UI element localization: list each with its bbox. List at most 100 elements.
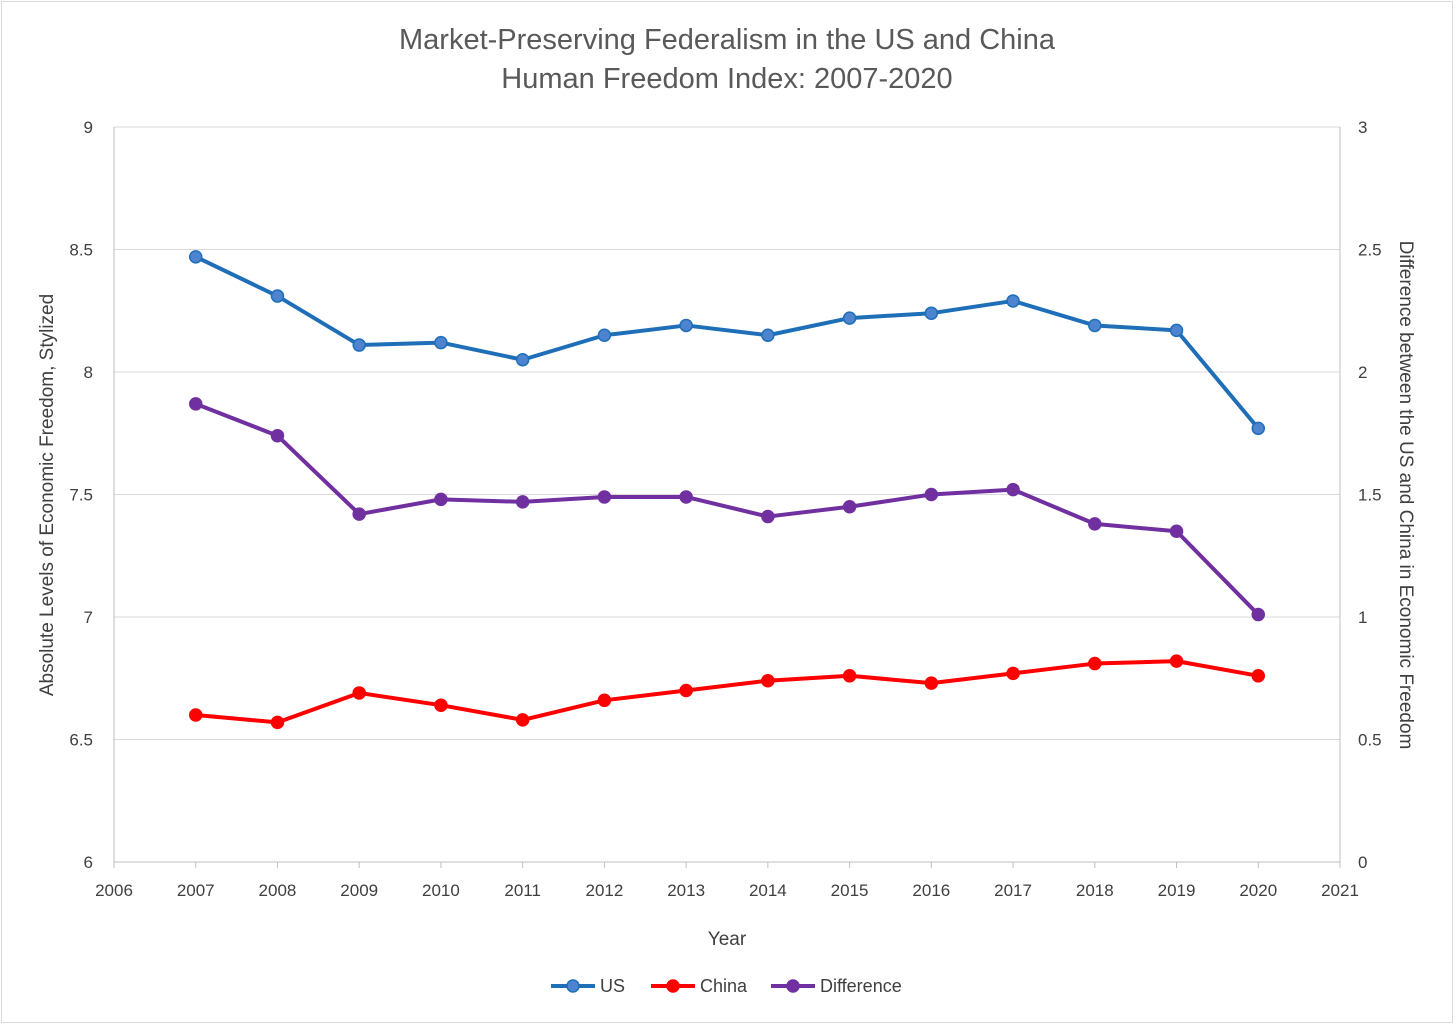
data-point-us — [1251, 421, 1266, 436]
data-point-difference — [1169, 524, 1184, 538]
x-tick-label: 2018 — [1076, 881, 1114, 900]
data-point-china — [597, 693, 612, 708]
x-tick-label: 2012 — [585, 881, 623, 900]
data-point-china — [842, 669, 857, 683]
legend-marker-difference — [786, 979, 800, 993]
data-point-us — [1088, 318, 1102, 333]
data-point-us — [352, 338, 366, 352]
x-tick-label: 2011 — [504, 881, 541, 900]
y-right-tick-label: 2 — [1358, 363, 1367, 382]
y-axis-right-title: Difference between the US and China in E… — [1395, 241, 1416, 750]
y-right-tick-label: 2.5 — [1358, 241, 1382, 260]
data-point-china — [1006, 666, 1020, 681]
data-point-china — [1169, 654, 1184, 668]
data-point-china — [924, 676, 939, 690]
data-point-us — [679, 318, 693, 333]
series-line-us — [193, 254, 1261, 431]
legend-marker-china — [666, 979, 680, 993]
data-point-us — [924, 306, 939, 320]
y-left-tick-label: 7 — [84, 608, 93, 627]
x-tick-label: 2017 — [994, 881, 1032, 900]
series-us — [188, 250, 1266, 436]
data-point-china — [679, 683, 693, 698]
legend-item-us: US — [551, 976, 625, 996]
y-right-tick-label: 1 — [1358, 608, 1367, 627]
x-tick-label: 2020 — [1239, 881, 1277, 900]
data-point-difference — [1251, 607, 1266, 622]
data-point-us — [597, 328, 612, 342]
y-axis-left-ticks: 6 6.5 7 7.5 8 8.5 9 — [69, 118, 93, 872]
data-point-us — [1006, 294, 1020, 308]
data-point-us — [515, 353, 530, 367]
data-point-difference — [352, 507, 366, 521]
data-point-china — [515, 713, 530, 727]
y-axis-right-ticks: 0 0.5 1 1.5 2 2.5 3 — [1358, 118, 1382, 872]
data-point-us — [270, 289, 285, 303]
data-point-us — [842, 311, 857, 325]
x-tick-label: 2007 — [177, 881, 215, 900]
gridlines — [114, 126, 1340, 740]
x-tick-label: 2021 — [1321, 881, 1359, 900]
axes — [113, 127, 1341, 863]
legend-item-china: China — [651, 976, 748, 996]
x-tick-label: 2015 — [831, 881, 869, 900]
y-right-tick-label: 0.5 — [1358, 731, 1382, 750]
y-right-tick-label: 1.5 — [1358, 486, 1382, 505]
y-right-tick-label: 3 — [1358, 118, 1367, 137]
data-point-difference — [924, 487, 939, 502]
legend-label-difference: Difference — [820, 976, 902, 996]
data-point-us — [188, 250, 203, 264]
data-point-difference — [679, 490, 693, 504]
x-axis-title: Year — [708, 929, 747, 950]
legend-label-us: US — [600, 976, 625, 996]
y-right-tick-label: 0 — [1358, 853, 1367, 872]
chart-subtitle: Human Freedom Index: 2007-2020 — [501, 63, 952, 95]
y-left-tick-label: 8 — [84, 363, 93, 382]
x-tick-label: 2009 — [340, 881, 378, 900]
series-difference — [188, 397, 1266, 622]
y-left-tick-label: 8.5 — [69, 241, 93, 260]
y-axis-left-title: Absolute Levels of Economic Freedom, Sty… — [37, 294, 58, 696]
data-point-difference — [1088, 517, 1102, 531]
y-left-tick-label: 7.5 — [69, 486, 93, 505]
data-point-difference — [434, 492, 448, 507]
series-china — [188, 654, 1266, 730]
y-left-tick-label: 9 — [84, 118, 93, 137]
data-point-china — [352, 686, 366, 700]
data-point-china — [1088, 656, 1102, 671]
legend-marker-us — [566, 979, 580, 993]
data-point-us — [761, 328, 775, 342]
x-tick-label: 2006 — [95, 881, 133, 900]
data-point-difference — [597, 490, 612, 504]
data-point-china — [270, 715, 285, 730]
x-tick-label: 2014 — [749, 881, 787, 900]
series-layer — [188, 250, 1266, 730]
x-tick-label: 2010 — [422, 881, 460, 900]
data-point-china — [434, 698, 448, 712]
data-point-difference — [842, 500, 857, 514]
data-point-us — [434, 335, 448, 350]
data-point-difference — [188, 397, 203, 411]
y-left-tick-label: 6 — [84, 853, 93, 872]
data-point-difference — [515, 495, 530, 509]
x-tick-label: 2013 — [667, 881, 705, 900]
data-point-china — [1251, 669, 1266, 683]
series-line-china — [193, 659, 1261, 725]
legend-item-difference: Difference — [771, 976, 902, 996]
x-tick-label: 2008 — [259, 881, 297, 900]
data-point-difference — [270, 428, 285, 443]
data-point-china — [188, 708, 203, 722]
x-tick-label: 2019 — [1158, 881, 1196, 900]
data-point-difference — [1006, 482, 1020, 497]
y-left-tick-label: 6.5 — [69, 731, 93, 750]
data-point-us — [1169, 323, 1184, 338]
x-axis-ticks: 2006 2007 2008 2009 2010 2011 2012 2013 2014 2015… — [95, 862, 1359, 900]
legend: US China Difference — [551, 976, 902, 996]
data-point-china — [761, 673, 775, 688]
series-line-difference — [193, 401, 1261, 617]
chart-title: Market-Preserving Federalism in the US a… — [399, 24, 1056, 56]
x-tick-label: 2016 — [912, 881, 950, 900]
legend-label-china: China — [700, 976, 748, 996]
